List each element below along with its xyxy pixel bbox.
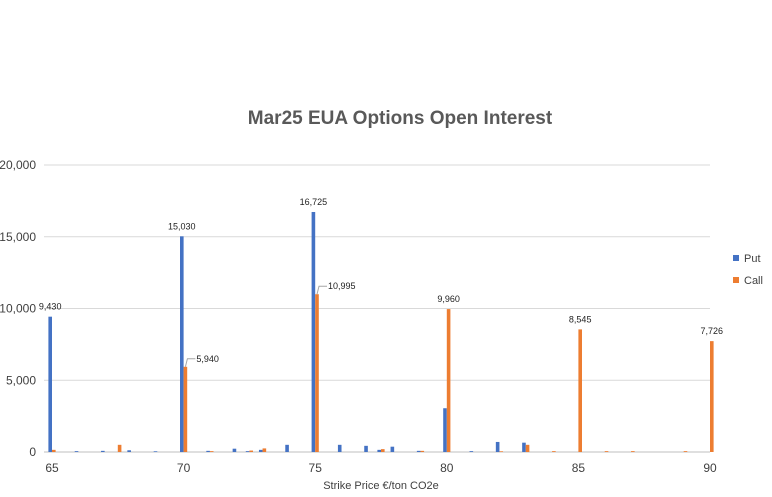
put-bar xyxy=(469,451,474,452)
call-bar xyxy=(525,444,530,452)
call-bar xyxy=(578,329,582,452)
legend-swatch-call xyxy=(733,277,739,283)
call-bar xyxy=(381,449,385,452)
data-label-leader xyxy=(184,358,196,367)
put-bar xyxy=(74,451,79,452)
call-bar xyxy=(552,451,556,452)
put-bar xyxy=(48,316,52,452)
put-bar xyxy=(364,445,368,452)
y-tick-label: 10,000 xyxy=(0,302,36,316)
legend-label-call: Call xyxy=(744,275,763,287)
data-label: 7,726 xyxy=(701,326,724,336)
call-bar xyxy=(420,450,425,452)
put-bar xyxy=(390,446,395,452)
call-bar xyxy=(52,449,56,452)
put-bar xyxy=(232,448,237,452)
put-bar xyxy=(285,444,289,452)
put-bar xyxy=(153,451,158,452)
data-label: 16,725 xyxy=(300,197,328,207)
call-bar xyxy=(117,444,122,452)
x-tick-label: 90 xyxy=(703,461,717,475)
data-label: 10,995 xyxy=(328,281,356,291)
put-bar xyxy=(495,441,500,452)
call-bar xyxy=(710,341,714,452)
put-bar xyxy=(311,211,316,452)
data-label: 9,430 xyxy=(39,302,62,312)
put-bar xyxy=(443,408,447,452)
call-bar xyxy=(315,294,319,452)
y-tick-label: 20,000 xyxy=(0,158,36,172)
data-label: 8,545 xyxy=(569,314,592,324)
call-bar xyxy=(183,366,188,452)
x-tick-label: 85 xyxy=(572,461,586,475)
put-bar xyxy=(258,449,263,452)
y-tick-label: 15,000 xyxy=(0,230,36,244)
call-bar xyxy=(604,451,609,452)
y-tick-label: 5,000 xyxy=(6,373,36,387)
call-bar xyxy=(262,448,267,452)
call-bar xyxy=(249,450,253,452)
x-axis-title: Strike Price €/ton CO2e xyxy=(323,480,439,492)
x-tick-label: 75 xyxy=(309,461,323,475)
call-bar xyxy=(683,451,688,452)
x-tick-label: 80 xyxy=(440,461,454,475)
chart-title: Mar25 EUA Options Open Interest xyxy=(247,108,553,129)
put-bar xyxy=(206,450,210,452)
put-bar xyxy=(377,449,381,452)
legend-swatch-put xyxy=(733,255,739,261)
call-bar xyxy=(209,451,214,452)
data-label: 15,030 xyxy=(168,221,196,231)
put-bar xyxy=(101,450,105,452)
x-tick-label: 70 xyxy=(177,461,191,475)
data-label: 9,960 xyxy=(437,294,460,304)
put-bar xyxy=(522,442,526,452)
y-tick-label: 0 xyxy=(29,445,36,459)
put-bar xyxy=(127,450,131,452)
data-label-leader xyxy=(316,285,327,295)
x-tick-label: 65 xyxy=(45,461,59,475)
call-bar xyxy=(499,451,504,452)
put-bar xyxy=(180,236,184,452)
put-bar xyxy=(416,450,421,452)
call-bar xyxy=(631,451,635,452)
put-bar xyxy=(337,444,342,452)
put-bar xyxy=(245,451,250,452)
legend-label-put: Put xyxy=(744,253,761,265)
call-bar xyxy=(446,309,451,452)
data-label: 5,940 xyxy=(196,354,219,364)
